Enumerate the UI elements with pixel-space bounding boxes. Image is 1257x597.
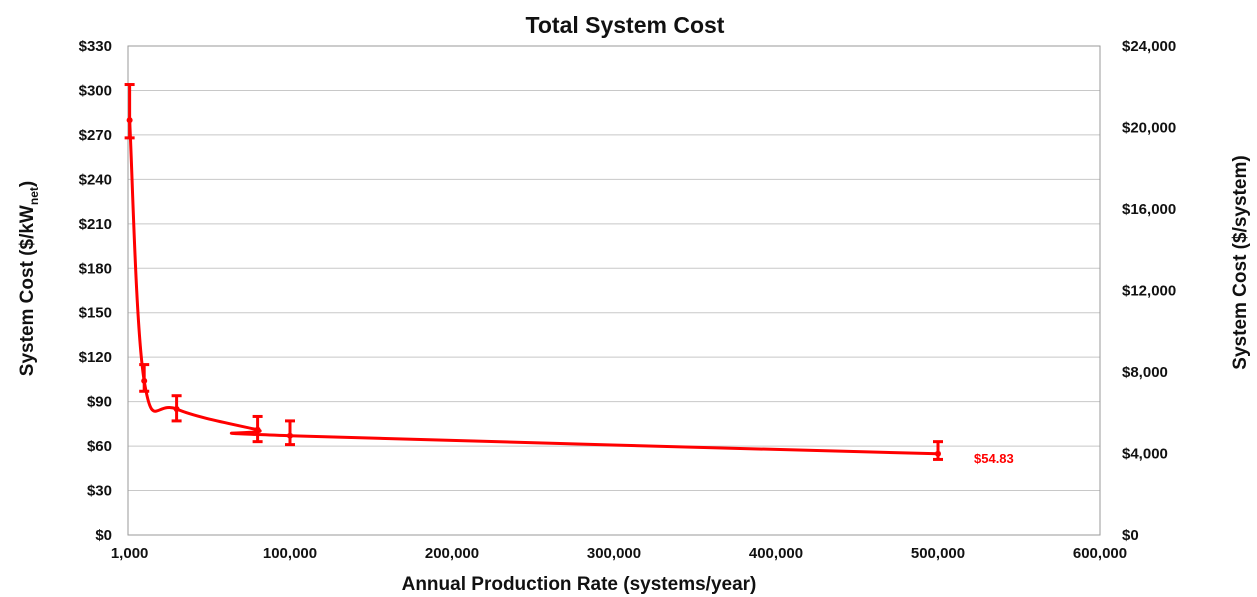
data-point xyxy=(935,450,941,457)
y-tick-label: $330 xyxy=(79,38,112,55)
x-tick-label: 600,000 xyxy=(1073,545,1127,562)
x-tick-label: 100,000 xyxy=(263,545,317,562)
y2-tick-label: $20,000 xyxy=(1122,120,1176,137)
error-bar xyxy=(933,440,943,461)
y-tick-label: $300 xyxy=(79,82,112,99)
y-tick-label: $150 xyxy=(79,305,112,322)
series-line xyxy=(128,120,939,456)
x-tick-label: 500,000 xyxy=(911,545,965,562)
y2-tick-label: $12,000 xyxy=(1122,283,1176,300)
x-axis-title: Annual Production Rate (systems/year) xyxy=(402,574,757,595)
data-point xyxy=(173,406,180,413)
y2-axis-title: System Cost ($/system) xyxy=(1230,155,1251,369)
data-label: $54.83 xyxy=(974,451,1014,466)
y2-tick-label: $24,000 xyxy=(1122,38,1176,55)
data-point xyxy=(126,117,133,124)
y-tick-label: $90 xyxy=(87,394,112,411)
x-tick-label: 1,000 xyxy=(111,545,149,562)
y-tick-label: $180 xyxy=(79,260,112,277)
y-axis-title-subscript: net xyxy=(27,187,41,205)
y-axis-title-close: ) xyxy=(17,181,38,187)
error-bar xyxy=(124,83,135,140)
data-point xyxy=(254,426,261,433)
y2-tick-label: $4,000 xyxy=(1122,446,1168,463)
x-tick-label: 200,000 xyxy=(425,545,479,562)
data-point xyxy=(141,377,148,384)
y-tick-label: $0 xyxy=(95,527,112,544)
tick-labels: $0 $30 $60 $90 $120 $150 $180 $210 $240 $270 $300 $… xyxy=(79,38,1177,562)
y-axis-title: System Cost ($/kWnet) xyxy=(17,181,41,376)
y2-tick-label: $16,000 xyxy=(1122,201,1176,218)
y-tick-label: $240 xyxy=(79,171,112,188)
y2-tick-label: $8,000 xyxy=(1122,364,1168,381)
plot-area xyxy=(127,45,1101,536)
x-tick-label: 300,000 xyxy=(587,545,641,562)
chart-title: Total System Cost xyxy=(526,12,725,38)
y-tick-label: $30 xyxy=(87,483,112,500)
y-axis-title-main: System Cost ($/kW xyxy=(17,205,38,376)
y-tick-label: $210 xyxy=(79,216,112,233)
y2-tick-label: $0 xyxy=(1122,527,1139,544)
gridlines xyxy=(128,45,1100,536)
y-tick-label: $120 xyxy=(79,349,112,366)
y-tick-label: $60 xyxy=(87,438,112,455)
data-point xyxy=(287,432,293,439)
series-cost: $54.83 xyxy=(124,83,1014,466)
x-tick-label: 400,000 xyxy=(749,545,803,562)
y-tick-label: $270 xyxy=(79,127,112,144)
